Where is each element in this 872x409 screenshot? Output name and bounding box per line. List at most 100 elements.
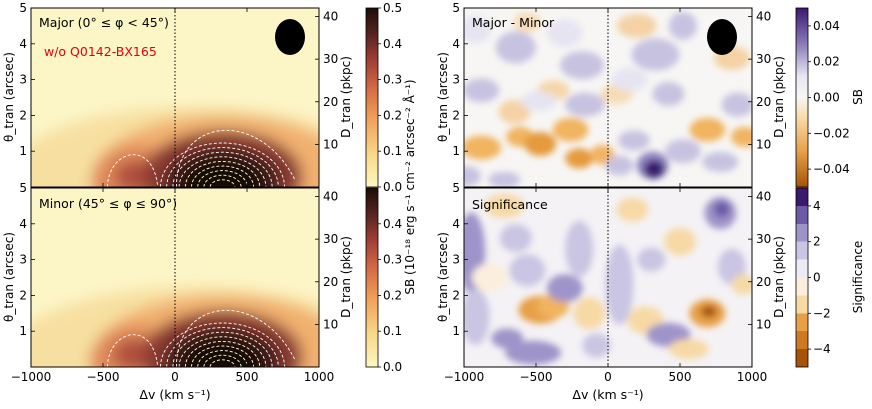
y-right-tick-label: 10 — [756, 317, 771, 331]
sb-contour — [209, 179, 236, 187]
sb-contour — [197, 350, 248, 367]
beam-ellipse-major — [275, 19, 305, 55]
diff-blob — [513, 12, 542, 33]
sb-contour — [191, 345, 254, 367]
sb-bottom-tick-label: 0.0 — [383, 360, 402, 374]
diff-blob — [464, 166, 481, 187]
y-right-tick-label: 20 — [323, 95, 338, 109]
sb-top-tick-label: 0.0 — [383, 180, 402, 194]
major-heatmap — [31, 107, 319, 187]
sb-contour — [160, 322, 285, 367]
significance-heatmap — [464, 193, 752, 365]
y-tick-label: 4 — [452, 217, 460, 231]
y-tick-label: 1 — [19, 144, 27, 158]
colorbar-sb-label: SB (10⁻¹⁸ erg s⁻¹ cm⁻² arcsec⁻² Å⁻¹) — [402, 79, 417, 294]
y-tick-label: 4 — [19, 217, 27, 231]
y-right-tick-label: 20 — [756, 95, 771, 109]
sig-blob — [509, 254, 546, 287]
sig-blob — [731, 274, 752, 295]
ylabel-minor: θ_tran (arcsec) — [2, 232, 16, 322]
sig-blob — [565, 220, 594, 277]
diff-blob — [464, 78, 500, 103]
sig-blob — [484, 193, 525, 218]
sb-top-tick-label: 0.5 — [383, 1, 402, 15]
sig-blob — [664, 227, 696, 256]
sb-contour — [178, 336, 267, 367]
y-right-tick-label: 30 — [756, 232, 771, 246]
x-tick-label: −1000 — [11, 370, 52, 384]
ylabel-diff: θ_tran (arcsec) — [436, 52, 450, 142]
sb-bottom-tick-label: 0.1 — [383, 324, 402, 338]
ylabel-major: θ_tran (arcsec) — [2, 52, 16, 142]
y-tick-label: 1 — [19, 324, 27, 338]
y-tick-label: 3 — [452, 253, 460, 267]
diff-blob — [689, 117, 726, 142]
sig-tick-label: 4 — [813, 199, 821, 213]
y-tick-label: 2 — [19, 108, 27, 122]
xlabel-left: Δv (km s⁻¹) — [139, 387, 210, 402]
title-sig: Significance — [472, 197, 548, 212]
sb-secondary-contour — [106, 334, 159, 367]
annotation-excluded: w/o Q0142-BX165 — [44, 44, 157, 59]
diff-blob — [730, 126, 752, 147]
sb-glow — [31, 287, 319, 367]
minor-heatmap — [31, 287, 319, 367]
diff-tick-label: −0.04 — [813, 162, 850, 176]
sb-contour — [191, 165, 254, 187]
contours — [106, 130, 295, 187]
diff-blob — [721, 92, 752, 117]
title-diff: Major - Minor — [472, 15, 555, 30]
beam-ellipse-diff — [707, 19, 737, 55]
x-tick-label: −500 — [520, 370, 553, 384]
colorbar-diff-label: SB — [851, 89, 865, 105]
y-tick-label: 5 — [19, 181, 27, 195]
diff-blob — [488, 171, 521, 187]
x-tick-label: 1000 — [737, 370, 768, 384]
sb-contour — [209, 359, 236, 367]
sig-blob — [616, 197, 649, 222]
contours — [106, 310, 295, 367]
sb-contour — [166, 147, 279, 187]
sb-top-tick-label: 0.2 — [383, 108, 402, 122]
diff-blob — [702, 151, 739, 172]
sig-blob — [499, 224, 532, 253]
diff-blob — [664, 139, 701, 164]
diff-blob — [644, 160, 665, 179]
sig-blob — [491, 328, 524, 349]
diff-tick-label: 0.04 — [813, 19, 840, 33]
xlabel-right: Δv (km s⁻¹) — [572, 387, 643, 402]
y-tick-label: 4 — [452, 37, 460, 51]
y-right-tick-label: 20 — [323, 275, 338, 289]
diff-blob — [616, 13, 657, 38]
y-tick-label: 5 — [452, 1, 460, 15]
diff-blob — [631, 38, 680, 71]
y-right-tick-label: 40 — [323, 190, 338, 204]
sig-tick-label: −2 — [813, 306, 831, 320]
y-tick-label: 1 — [452, 324, 460, 338]
diff-blob — [611, 67, 648, 92]
sig — [464, 193, 752, 365]
y-right-tick-label: 40 — [756, 190, 771, 204]
sig-blob — [605, 244, 634, 325]
diff-blob — [668, 11, 697, 40]
diff-heatmap — [464, 11, 752, 187]
sig-tick-label: 0 — [813, 271, 821, 285]
y-tick-label: 5 — [19, 1, 27, 15]
colorbar-sb-top — [365, 7, 379, 188]
diff-tick-label: −0.02 — [813, 126, 850, 140]
y-tick-label: 3 — [452, 73, 460, 87]
y-tick-label: 5 — [452, 181, 460, 195]
sb-secondary-contour — [106, 154, 159, 187]
colorbar-ticks: 0.0 0.1 0.2 0.3 0.4 0.5 0.0 0.1 0.2 0.3 0.4 0.04 0.0… — [378, 1, 850, 374]
diff-blob — [464, 135, 502, 160]
diff-blob — [560, 51, 605, 80]
colorbar-sig-label: Significance — [851, 241, 865, 314]
y-tick-label: 4 — [19, 37, 27, 51]
sb-top-tick-label: 0.4 — [383, 37, 402, 51]
sb-contour — [184, 161, 261, 187]
sb-bottom-tick-label: 0.4 — [383, 217, 402, 231]
diff-blob — [552, 117, 589, 142]
y-right-tick-label: 10 — [323, 137, 338, 151]
title-major: Major (0° ≤ φ < 45°) — [39, 15, 169, 30]
